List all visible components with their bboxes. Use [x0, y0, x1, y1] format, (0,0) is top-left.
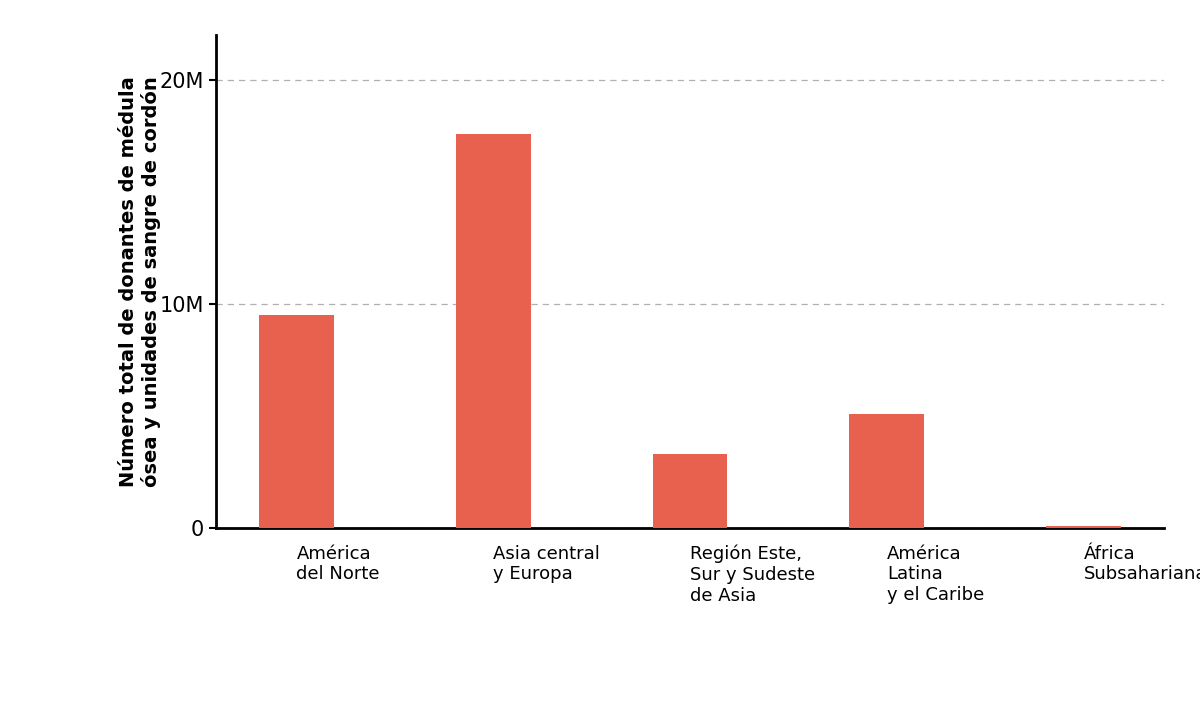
Bar	[850, 414, 924, 528]
Bar	[653, 454, 727, 528]
Bar	[259, 315, 334, 528]
Bar	[456, 134, 530, 528]
Bar	[1046, 526, 1121, 528]
Y-axis label: Número total de donantes de médula
ósea y unidades de sangre de cordón: Número total de donantes de médula ósea …	[119, 76, 162, 487]
